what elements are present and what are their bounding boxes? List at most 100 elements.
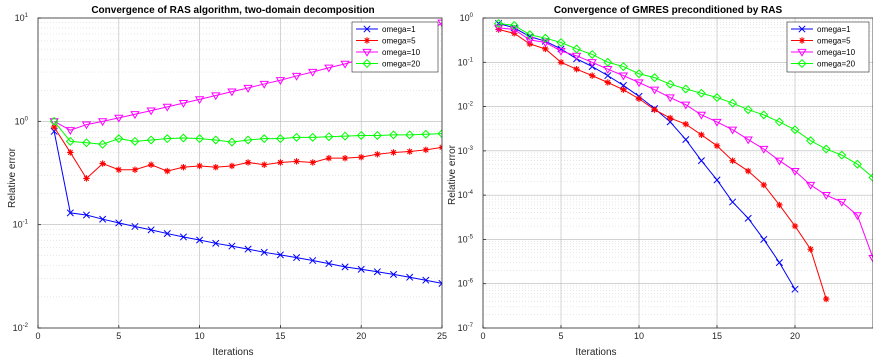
data-point [340, 131, 350, 141]
data-point [587, 49, 597, 59]
data-point [650, 73, 660, 83]
data-point [837, 198, 847, 207]
data-point [114, 114, 124, 123]
data-point [807, 246, 814, 253]
data-point [760, 235, 768, 243]
data-point [340, 60, 350, 69]
data-point [791, 222, 799, 230]
data-point [437, 129, 442, 139]
data-point [98, 139, 108, 149]
data-point [760, 181, 767, 189]
data-point [604, 72, 612, 80]
y-tick-label: 10-1 [458, 57, 474, 67]
data-point [405, 130, 415, 140]
data-point [97, 118, 108, 127]
y-tick-label: 101 [15, 13, 29, 23]
data-point [509, 26, 519, 35]
data-point [65, 127, 75, 136]
series-line-omega=10 [498, 27, 873, 259]
data-point [745, 167, 752, 175]
data-point [261, 161, 268, 168]
legend-item: omega=10 [356, 48, 421, 57]
data-point [696, 111, 707, 120]
data-point [389, 270, 398, 278]
data-point [635, 95, 643, 102]
data-point [146, 107, 156, 116]
data-point [823, 295, 830, 303]
data-point [49, 116, 59, 126]
data-point [791, 285, 799, 293]
data-point [495, 26, 502, 33]
data-point [211, 92, 221, 101]
legend-label: omega=20 [382, 60, 421, 69]
data-point [868, 254, 873, 263]
data-point [805, 181, 816, 190]
data-point [163, 230, 171, 238]
series-line-omega=20 [498, 23, 873, 178]
data-point [759, 145, 769, 154]
data-point [293, 254, 301, 262]
data-point [65, 136, 75, 146]
legend: omega=1 omega=5 omega=10 omega=20 [351, 21, 439, 73]
legend-marker [797, 48, 807, 57]
legend-label: omega=1 [817, 25, 851, 34]
data-point [291, 72, 302, 81]
data-point [162, 134, 172, 144]
data-point [50, 123, 58, 131]
data-point [212, 163, 219, 171]
data-point [698, 131, 705, 139]
legend-marker [362, 58, 372, 69]
ticks: 0 5 10 15 20 10-7 10-6 10-5 10-4 10-3 10-2 10-1 100 [458, 13, 800, 341]
data-point [66, 209, 74, 217]
data-point [821, 192, 831, 200]
data-point [525, 30, 535, 40]
data-point [390, 149, 397, 156]
data-point [697, 157, 705, 165]
data-point [227, 88, 237, 97]
data-point [729, 157, 736, 164]
data-point [81, 138, 91, 148]
data-point [603, 57, 613, 67]
data-point [604, 79, 611, 86]
y-tick-label: 10-7 [458, 323, 474, 333]
data-point [277, 159, 284, 166]
data-point [115, 219, 123, 227]
data-point [178, 100, 189, 108]
y-tick-label: 10-3 [458, 146, 474, 156]
y-tick-label: 10-6 [458, 279, 474, 289]
data-point [620, 86, 627, 93]
y-tick-label: 10-2 [13, 323, 29, 333]
x-tick-label: 10 [195, 331, 205, 341]
data-point [179, 233, 187, 241]
data-point [309, 256, 317, 265]
data-point [682, 135, 690, 144]
data-point [634, 79, 644, 88]
data-point [775, 259, 783, 267]
data-point [525, 36, 535, 45]
data-point [373, 268, 381, 276]
data-point [837, 150, 847, 160]
data-point [276, 251, 284, 259]
data-point [509, 20, 519, 30]
data-point [713, 176, 721, 184]
data-point [422, 276, 430, 284]
legend-label: omega=10 [382, 48, 421, 57]
data-point [589, 72, 596, 79]
data-point [275, 77, 286, 85]
legend: omega=1 omega=5 omega=10 omega=20 [786, 21, 870, 73]
y-axis-label: Relative error [7, 147, 18, 208]
data-point [324, 132, 334, 142]
x-tick-label: 25 [437, 331, 447, 341]
data-point [573, 65, 580, 73]
data-point [164, 167, 171, 175]
legend-item: omega=20 [791, 58, 856, 69]
x-tick-label: 15 [712, 331, 722, 341]
data-point [308, 68, 318, 77]
x-tick-label: 5 [558, 331, 563, 341]
data-point [309, 159, 316, 166]
data-point [130, 111, 140, 120]
legend-marker [797, 58, 807, 69]
data-point [81, 121, 92, 130]
y-tick-label: 100 [15, 116, 29, 126]
grid [483, 18, 873, 328]
